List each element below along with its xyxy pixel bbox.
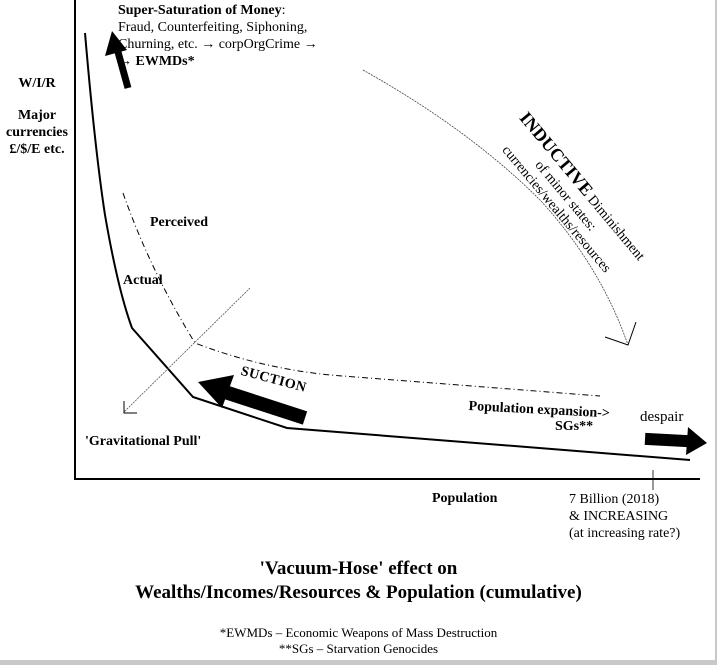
diagram-title-line-1: 'Vacuum-Hose' effect on <box>259 558 458 579</box>
note-line-3: Churning, etc. → corpOrgCrime → <box>118 37 318 52</box>
note-line-2: Fraud, Counterfeiting, Siphoning, <box>118 20 308 35</box>
marker-line-3: (at increasing rate?) <box>569 526 681 541</box>
sgs-label: SGs** <box>555 419 594 434</box>
super-saturation-heading: Super-Saturation of Money <box>118 3 282 18</box>
heading-colon: : <box>281 3 286 18</box>
y-axis-label-major: Major <box>17 108 57 123</box>
inductive-diminishment-arrow <box>362 69 637 346</box>
x-axis-label: Population <box>432 491 498 506</box>
ewmds-label: EWMDs* <box>135 54 195 69</box>
population-marker-label: 7 Billion (2018) & INCREASING (at increa… <box>569 491 680 542</box>
footnote-sgs: **SGs – Starvation Genocides <box>278 641 439 656</box>
gravitational-pull-arrow <box>123 287 251 414</box>
frame-border-right <box>715 0 717 665</box>
y-axis-label-wir: W/I/R <box>18 76 56 91</box>
marker-line-2: & INCREASING <box>569 509 669 524</box>
super-saturation-note: Super-Saturation of Money: Fraud, Counte… <box>118 2 318 70</box>
marker-line-1: 7 Billion (2018) <box>569 492 660 507</box>
y-axis-label-currencies: currencies <box>6 125 68 140</box>
despair-label: despair <box>640 409 684 425</box>
note-line-4-arrow: → <box>118 54 136 69</box>
actual-label: Actual <box>123 273 163 288</box>
despair-arrow-icon <box>644 427 707 455</box>
footnote-ewmds: *EWMDs – Economic Weapons of Mass Destru… <box>219 625 498 640</box>
actual-curve <box>84 32 691 461</box>
y-axis-label-symbols: £/$/E etc. <box>9 142 65 157</box>
perceived-label: Perceived <box>150 215 209 230</box>
diagram-title-line-2: Wealths/Incomes/Resources & Population (… <box>135 582 582 603</box>
up-arrow-icon <box>105 31 132 89</box>
suction-arrow-icon <box>198 375 308 425</box>
frame-border-bottom <box>0 660 717 665</box>
gravitational-pull-label: 'Gravitational Pull' <box>85 434 202 449</box>
